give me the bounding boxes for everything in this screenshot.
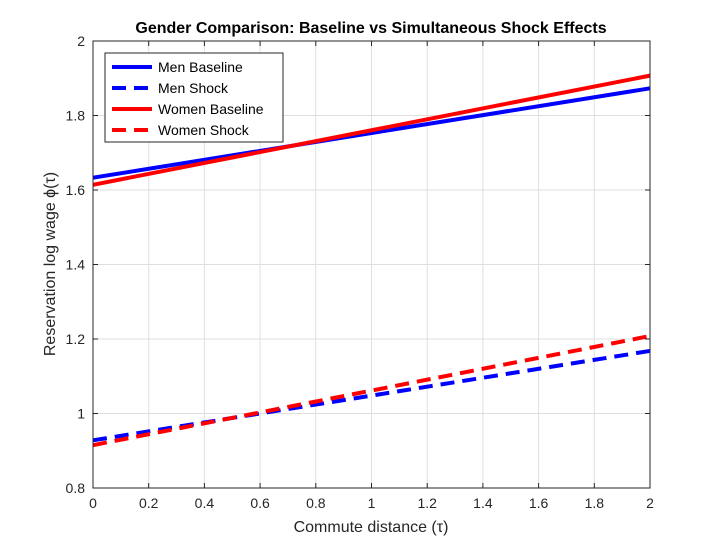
y-axis-title: Reservation log wage ϕ(τ) — [42, 172, 59, 356]
y-tick-label: 1.8 — [66, 108, 86, 124]
legend-label-women-shock: Women Shock — [158, 122, 250, 138]
y-tick-label: 1 — [77, 406, 85, 422]
axis-ticks: 0 0.2 0.4 0.6 0.8 1 1.2 1.4 1.6 1.8 2 0.8 1 1.2 1.4 1.6… — [66, 33, 655, 511]
legend-label-women-baseline: Women Baseline — [158, 101, 264, 117]
x-tick-label: 0.6 — [250, 495, 270, 511]
x-tick-label: 0.4 — [195, 495, 215, 511]
chart-title: Gender Comparison: Baseline vs Simultane… — [135, 20, 606, 37]
x-tick-label: 0.2 — [139, 495, 159, 511]
y-tick-label: 1.2 — [66, 331, 86, 347]
series-line-women-shock — [92, 334, 651, 448]
x-axis-title: Commute distance (τ) — [294, 519, 449, 536]
series-lines — [92, 73, 651, 448]
x-tick-label: 0 — [89, 495, 97, 511]
x-tick-label: 2 — [646, 495, 654, 511]
y-tick-label: 2 — [77, 33, 85, 49]
legend-label-men-baseline: Men Baseline — [158, 59, 243, 75]
y-tick-label: 1.4 — [66, 257, 86, 273]
legend-label-men-shock: Men Shock — [158, 80, 229, 96]
x-tick-label: 1.2 — [417, 495, 437, 511]
series-line-women-baseline — [92, 73, 651, 187]
x-tick-label: 1.4 — [473, 495, 493, 511]
legend: Men Baseline Men Shock Women Baseline Women… — [104, 52, 284, 143]
x-tick-label: 1.8 — [585, 495, 605, 511]
x-tick-label: 0.8 — [306, 495, 326, 511]
x-tick-label: 1 — [368, 495, 376, 511]
series-line-men-baseline — [92, 86, 651, 180]
y-tick-label: 1.6 — [66, 182, 86, 198]
y-tick-label: 0.8 — [66, 480, 86, 496]
x-tick-label: 1.6 — [529, 495, 549, 511]
